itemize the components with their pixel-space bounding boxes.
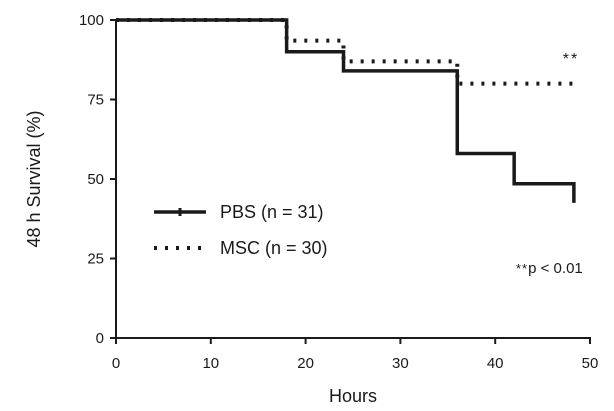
y-tick-label: 100 [79, 12, 104, 29]
x-tick-label: 30 [392, 355, 409, 372]
x-axis-ticks: 0 10 20 30 40 50 [112, 338, 599, 372]
x-tick-label: 0 [112, 355, 120, 372]
y-axis-title: 48 h Survival (%) [24, 110, 44, 247]
x-tick-label: 20 [297, 355, 314, 372]
x-tick-label: 50 [582, 355, 599, 372]
x-axis-title: Hours [329, 386, 377, 406]
p-value-stars: ** [516, 261, 528, 276]
y-tick-label: 50 [87, 171, 104, 188]
y-tick-label: 75 [87, 92, 104, 109]
legend-item-msc: MSC (n = 30) [154, 238, 328, 258]
legend-label: MSC (n = 30) [220, 238, 328, 258]
x-tick-label: 40 [487, 355, 504, 372]
legend-item-pbs: PBS (n = 31) [154, 202, 324, 222]
significance-marker: ** [563, 51, 579, 68]
x-tick-label: 10 [202, 355, 219, 372]
legend: PBS (n = 31) MSC (n = 30) [154, 202, 328, 258]
p-value-note: **p < 0.01 [516, 260, 583, 277]
pbs-survival-line [116, 18, 576, 203]
p-value-text: p < 0.01 [528, 260, 583, 277]
series-layer [116, 18, 576, 203]
y-tick-label: 25 [87, 251, 104, 268]
y-tick-label: 0 [96, 330, 104, 347]
y-axis-ticks: 0 25 50 75 100 [79, 12, 116, 347]
legend-label: PBS (n = 31) [220, 202, 324, 222]
